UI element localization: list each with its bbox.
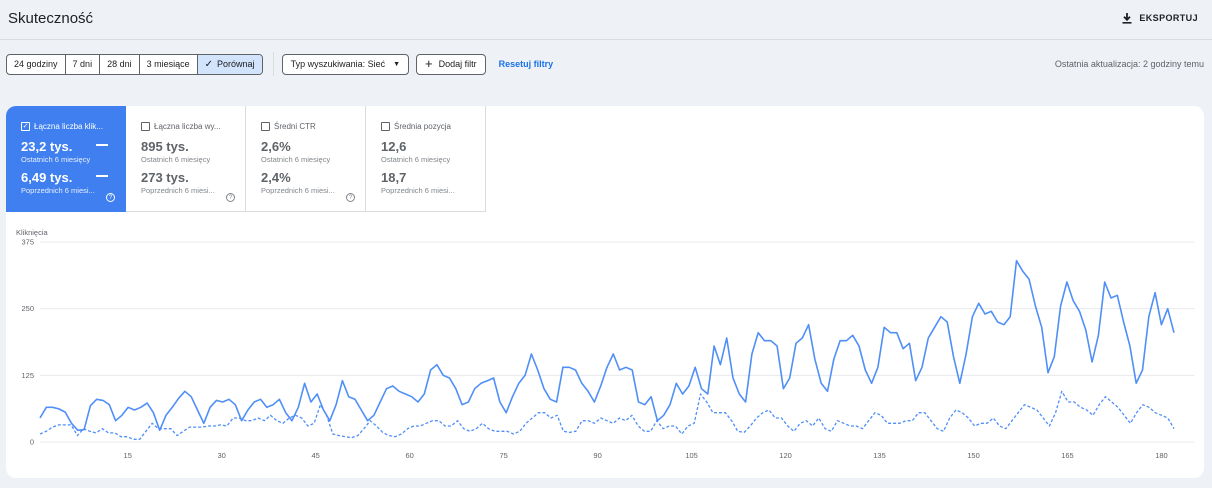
filter-bar: 24 godziny 7 dni 28 dni 3 miesiące ✓ Por… <box>6 52 554 76</box>
x-tick-label: 45 <box>311 451 319 460</box>
metric-value: 12,6 <box>381 139 407 154</box>
checkbox-icon <box>141 122 150 131</box>
x-tick-label: 180 <box>1155 451 1168 460</box>
metric-period-previous: Poprzednich 6 miesi... <box>141 186 215 195</box>
checkmark-icon: ✓ <box>204 58 214 70</box>
metric-period: Ostatnich 6 miesięcy <box>381 155 451 164</box>
metric-value-previous: 273 tys. <box>141 170 189 185</box>
y-tick-label: 250 <box>21 304 34 313</box>
download-icon <box>1122 13 1132 24</box>
reset-filters-link[interactable]: Resetuj filtry <box>498 59 554 69</box>
metric-period-previous: Poprzednich 6 miesi... <box>381 186 455 195</box>
metric-label: Średni CTR <box>274 122 316 131</box>
metric-value-previous: 18,7 <box>381 170 407 185</box>
compare-label: Porównaj <box>217 59 255 69</box>
metric-avg-ctr[interactable]: Średni CTR 2,6% Ostatnich 6 miesięcy 2,4… <box>246 106 366 212</box>
y-tick-label: 125 <box>21 371 34 380</box>
checkbox-icon <box>261 122 270 131</box>
last-update-text: Ostatnia aktualizacja: 2 godziny temu <box>1054 59 1204 69</box>
date-range-3m[interactable]: 3 miesiące <box>140 54 198 74</box>
date-range-selector: 24 godziny 7 dni 28 dni 3 miesiące ✓ Por… <box>6 53 263 75</box>
series-previous-line <box>39 390 1175 440</box>
x-tick-label: 150 <box>967 451 980 460</box>
x-tick-label: 75 <box>499 451 507 460</box>
performance-card: ✓ Łączna liczba klik... 23,2 tys. Ostatni… <box>6 106 1204 478</box>
divider <box>272 52 274 76</box>
metric-avg-position[interactable]: Średnia pozycja 12,6 Ostatnich 6 miesięc… <box>366 106 486 212</box>
metric-value-previous: 6,49 tys. <box>21 170 73 185</box>
x-tick-label: 30 <box>218 451 226 460</box>
metric-label: Średnia pozycja <box>394 122 451 131</box>
legend-solid-line <box>96 144 108 146</box>
series-current-line <box>39 259 1175 432</box>
date-range-28d[interactable]: 28 dni <box>100 54 140 74</box>
add-filter-label: Dodaj filtr <box>438 59 477 69</box>
metric-total-clicks[interactable]: ✓ Łączna liczba klik... 23,2 tys. Ostatni… <box>6 106 126 212</box>
metric-period: Ostatnich 6 miesięcy <box>141 155 211 164</box>
metric-period: Ostatnich 6 miesięcy <box>261 155 331 164</box>
page-header: Skuteczność EKSPORTUJ <box>0 0 1212 40</box>
y-tick-label: 0 <box>30 438 34 447</box>
metric-period-previous: Poprzednich 6 miesi... <box>21 186 95 195</box>
y-tick-label: 375 <box>21 238 34 247</box>
metric-value-previous: 2,4% <box>261 170 291 185</box>
search-type-label: Typ wyszukiwania: Sieć <box>290 59 386 69</box>
x-tick-label: 120 <box>779 451 792 460</box>
x-tick-label: 135 <box>873 451 886 460</box>
x-tick-label: 105 <box>685 451 698 460</box>
metric-label: Łączna liczba wy... <box>154 122 221 131</box>
metric-period: Ostatnich 6 miesięcy <box>21 155 91 164</box>
metric-value: 895 tys. <box>141 139 189 154</box>
x-tick-label: 60 <box>405 451 413 460</box>
metric-value: 23,2 tys. <box>21 139 73 154</box>
x-tick-label: 15 <box>124 451 132 460</box>
export-label: EKSPORTUJ <box>1139 13 1198 23</box>
date-range-24h[interactable]: 24 godziny <box>7 54 66 74</box>
help-icon[interactable]: ? <box>226 193 235 202</box>
y-axis-title: Kliknięcia <box>16 228 48 237</box>
clicks-chart: 0 125 250 375 15 30 45 60 75 90 105 120 135 150 165 180 <box>21 238 1194 460</box>
help-icon[interactable]: ? <box>106 193 115 202</box>
checkbox-checked-icon: ✓ <box>21 122 30 131</box>
plus-icon: + <box>425 56 433 71</box>
legend-dashed-line <box>96 175 108 177</box>
page-title: Skuteczność <box>8 10 94 27</box>
x-tick-label: 90 <box>593 451 601 460</box>
checkbox-icon <box>381 122 390 131</box>
add-filter-button[interactable]: + Dodaj filtr <box>416 53 486 75</box>
export-button[interactable]: EKSPORTUJ <box>1121 12 1198 24</box>
caret-down-icon: ▼ <box>393 60 401 68</box>
metric-total-impressions[interactable]: Łączna liczba wy... 895 tys. Ostatnich 6… <box>126 106 246 212</box>
x-tick-label: 165 <box>1061 451 1074 460</box>
metric-period-previous: Poprzednich 6 miesi... <box>261 186 335 195</box>
help-icon[interactable]: ? <box>346 193 355 202</box>
metric-label: Łączna liczba klik... <box>34 122 103 131</box>
search-type-dropdown[interactable]: Typ wyszukiwania: Sieć ▼ <box>281 53 410 75</box>
date-range-7d[interactable]: 7 dni <box>66 54 101 74</box>
compare-button[interactable]: ✓ Porównaj <box>197 54 262 74</box>
metric-value: 2,6% <box>261 139 291 154</box>
